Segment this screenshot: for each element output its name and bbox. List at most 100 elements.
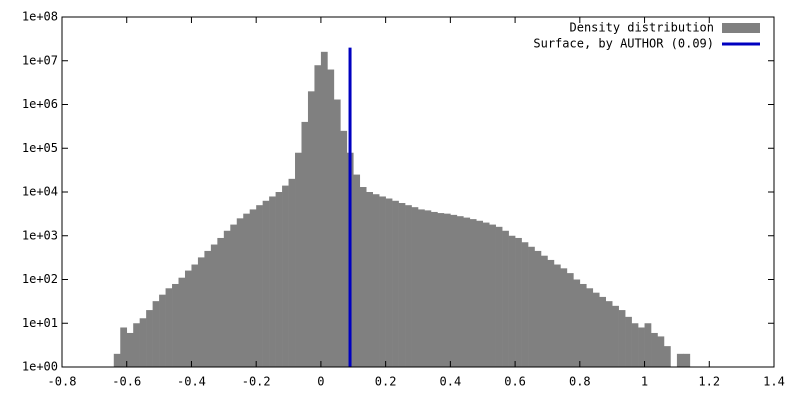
- bar: [469, 219, 477, 367]
- bar: [463, 217, 471, 367]
- bar: [540, 255, 548, 367]
- x-tick-label: 1.2: [698, 375, 720, 389]
- bar: [676, 353, 684, 367]
- y-tick-label: 1e+07: [22, 53, 58, 67]
- bar: [372, 194, 380, 367]
- bar: [476, 220, 484, 367]
- bar: [385, 198, 393, 367]
- x-tick-label: 0: [317, 375, 324, 389]
- bar: [262, 200, 270, 367]
- bar: [191, 264, 199, 367]
- bar: [495, 226, 503, 367]
- bar: [443, 213, 451, 367]
- bar: [210, 244, 218, 367]
- bar: [586, 288, 594, 367]
- bar: [618, 310, 626, 367]
- bar: [301, 121, 309, 367]
- bar: [217, 237, 225, 367]
- bar: [139, 318, 147, 367]
- bar: [625, 316, 632, 367]
- bar: [592, 292, 600, 367]
- y-tick-label: 1e+02: [22, 272, 58, 286]
- bar: [638, 327, 645, 367]
- bar: [159, 294, 166, 367]
- bar: [379, 196, 386, 367]
- bar: [631, 323, 639, 367]
- bar: [275, 192, 283, 367]
- bar: [243, 213, 251, 367]
- bar: [282, 185, 289, 367]
- bar: [502, 230, 509, 367]
- bar: [307, 91, 315, 367]
- bar: [657, 336, 665, 367]
- x-tick-label: 1.4: [763, 375, 785, 389]
- bar: [113, 353, 121, 367]
- bar: [599, 296, 607, 367]
- bar: [366, 192, 373, 367]
- bar: [612, 305, 619, 367]
- bar: [437, 213, 445, 367]
- bar: [508, 235, 516, 367]
- bar: [249, 209, 257, 367]
- bar: [605, 301, 613, 367]
- bar: [579, 283, 587, 367]
- bar: [146, 310, 153, 367]
- bar: [120, 327, 128, 367]
- bar: [411, 207, 419, 367]
- x-tick-label: 0.2: [375, 375, 397, 389]
- y-tick-label: 1e+04: [22, 185, 58, 199]
- bar: [547, 259, 555, 367]
- legend-label: Surface, by AUTHOR (0.09): [533, 37, 714, 51]
- bar: [430, 211, 438, 367]
- bar: [236, 218, 244, 367]
- y-tick-label: 1e+03: [22, 228, 58, 242]
- bar: [450, 214, 458, 367]
- y-tick-label: 1e+00: [22, 360, 58, 374]
- bar: [288, 178, 296, 367]
- x-tick-label: -0.6: [112, 375, 141, 389]
- y-tick-label: 1e+05: [22, 141, 58, 155]
- bar: [644, 323, 652, 367]
- bar: [683, 353, 691, 367]
- bar: [456, 216, 464, 367]
- bar: [353, 174, 361, 367]
- bar: [152, 301, 160, 367]
- bar: [340, 130, 348, 367]
- x-tick-label: -0.8: [48, 375, 77, 389]
- bar: [314, 65, 322, 367]
- bar: [165, 288, 173, 367]
- bar: [553, 264, 561, 367]
- bar: [256, 205, 263, 367]
- bar: [327, 69, 335, 367]
- bar: [204, 250, 212, 367]
- y-tick-label: 1e+08: [22, 10, 58, 24]
- bar: [359, 187, 367, 367]
- bar: [184, 270, 192, 367]
- bar: [521, 242, 529, 367]
- y-tick-label: 1e+06: [22, 97, 58, 111]
- bar: [172, 283, 179, 367]
- x-tick-label: 1: [641, 375, 648, 389]
- bar: [133, 323, 140, 367]
- bar: [392, 200, 399, 367]
- bar: [333, 99, 341, 367]
- bar: [534, 250, 542, 367]
- bar: [418, 209, 425, 367]
- y-tick-label: 1e+01: [22, 316, 58, 330]
- bar: [295, 152, 302, 367]
- bar: [230, 224, 238, 367]
- bar: [663, 346, 671, 367]
- bar: [398, 203, 406, 367]
- bar: [489, 224, 496, 367]
- x-tick-label: 0.8: [569, 375, 591, 389]
- bar: [560, 268, 568, 367]
- legend-label: Density distribution: [570, 21, 715, 35]
- bar: [126, 332, 134, 367]
- x-tick-label: -0.2: [242, 375, 271, 389]
- bar: [320, 51, 328, 367]
- bar: [651, 332, 658, 367]
- bar: [482, 222, 490, 367]
- legend-swatch: [722, 23, 760, 33]
- bar: [528, 246, 535, 367]
